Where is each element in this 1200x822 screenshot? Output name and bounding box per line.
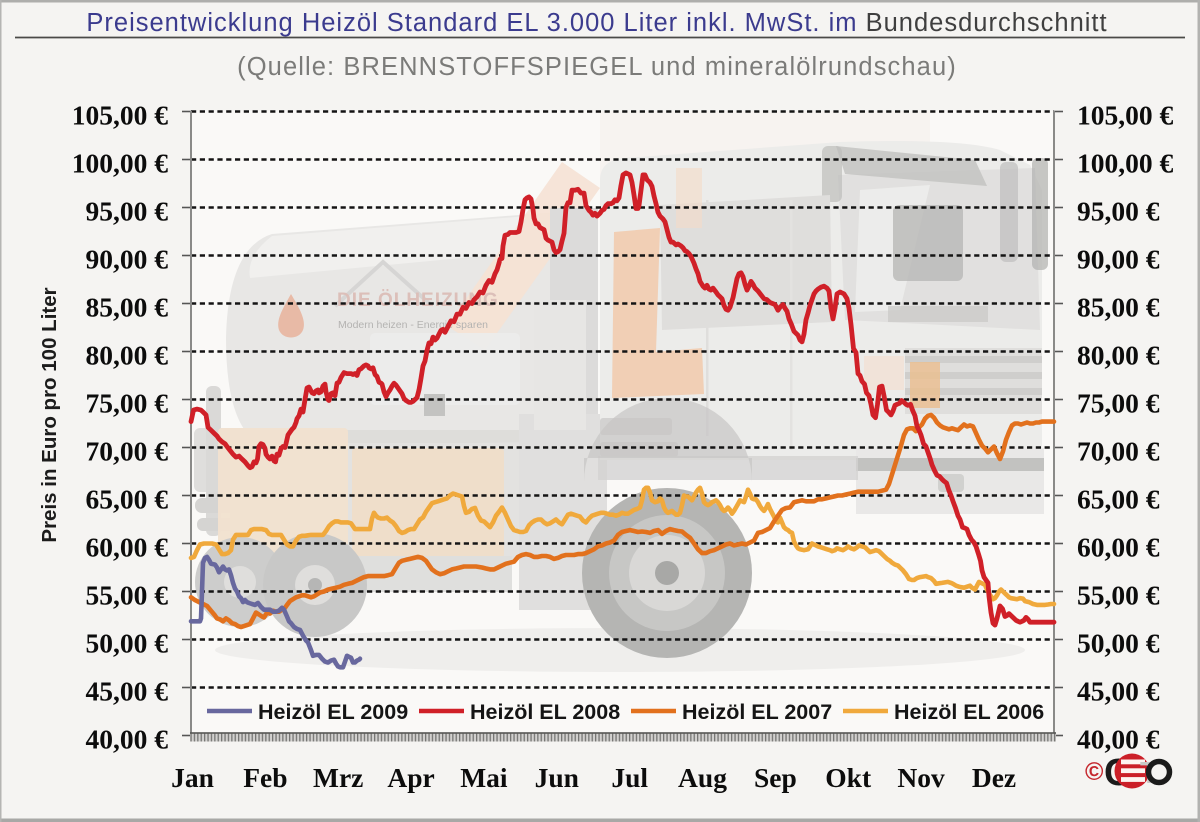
svg-text:90,00 €: 90,00 € <box>1077 244 1160 275</box>
svg-text:75,00 €: 75,00 € <box>86 388 169 419</box>
svg-text:55,00 €: 55,00 € <box>1077 580 1160 611</box>
svg-text:Okt: Okt <box>825 762 872 793</box>
svg-text:100,00 €: 100,00 € <box>1077 148 1174 179</box>
svg-text:65,00 €: 65,00 € <box>86 484 169 515</box>
svg-text:Jan: Jan <box>171 762 214 793</box>
svg-text:50,00 €: 50,00 € <box>86 628 169 659</box>
svg-text:Preisentwicklung Heizöl Standa: Preisentwicklung Heizöl Standard EL 3.00… <box>86 9 1107 37</box>
svg-text:85,00 €: 85,00 € <box>1077 292 1160 323</box>
svg-text:Heizöl EL 2008: Heizöl EL 2008 <box>470 700 620 724</box>
svg-text:Jun: Jun <box>535 762 579 793</box>
svg-text:65,00 €: 65,00 € <box>1077 484 1160 515</box>
svg-text:80,00 €: 80,00 € <box>86 340 169 371</box>
svg-text:60,00 €: 60,00 € <box>86 532 169 563</box>
svg-text:105,00 €: 105,00 € <box>1077 100 1174 131</box>
svg-text:Mai: Mai <box>460 762 508 793</box>
svg-text:40,00 €: 40,00 € <box>86 724 169 755</box>
svg-text:60,00 €: 60,00 € <box>1077 532 1160 563</box>
svg-text:Sep: Sep <box>754 762 797 793</box>
svg-text:(Quelle: BRENNSTOFFSPIEGEL und: (Quelle: BRENNSTOFFSPIEGEL und mineralöl… <box>237 53 957 81</box>
svg-text:95,00 €: 95,00 € <box>1077 196 1160 227</box>
svg-text:Preis in Euro pro 100 Liter: Preis in Euro pro 100 Liter <box>38 287 61 542</box>
svg-text:85,00 €: 85,00 € <box>86 292 169 323</box>
svg-text:Jul: Jul <box>611 762 648 793</box>
svg-text:95,00 €: 95,00 € <box>86 196 169 227</box>
svg-text:Heizöl EL 2009: Heizöl EL 2009 <box>258 700 408 724</box>
svg-text:Mrz: Mrz <box>313 762 363 793</box>
svg-text:Aug: Aug <box>678 762 727 793</box>
svg-text:105,00 €: 105,00 € <box>72 100 169 131</box>
svg-text:100,00 €: 100,00 € <box>72 148 169 179</box>
svg-text:90,00 €: 90,00 € <box>86 244 169 275</box>
svg-text:75,00 €: 75,00 € <box>1077 388 1160 419</box>
svg-text:55,00 €: 55,00 € <box>86 580 169 611</box>
svg-text:Apr: Apr <box>387 762 434 793</box>
svg-text:Nov: Nov <box>897 762 945 793</box>
svg-text:©: © <box>1085 758 1104 786</box>
svg-text:Heizöl EL 2006: Heizöl EL 2006 <box>894 700 1044 724</box>
svg-text:DIE ÖLHEIZUNG: DIE ÖLHEIZUNG <box>337 290 499 311</box>
svg-text:70,00 €: 70,00 € <box>1077 436 1160 467</box>
svg-text:Feb: Feb <box>243 762 287 793</box>
svg-text:Heizöl EL 2007: Heizöl EL 2007 <box>682 700 832 724</box>
svg-text:80,00 €: 80,00 € <box>1077 340 1160 371</box>
svg-text:45,00 €: 45,00 € <box>1077 676 1160 707</box>
svg-text:Dez: Dez <box>972 762 1016 793</box>
svg-text:70,00 €: 70,00 € <box>86 436 169 467</box>
svg-text:40,00 €: 40,00 € <box>1077 724 1160 755</box>
svg-text:50,00 €: 50,00 € <box>1077 628 1160 659</box>
svg-text:45,00 €: 45,00 € <box>86 676 169 707</box>
